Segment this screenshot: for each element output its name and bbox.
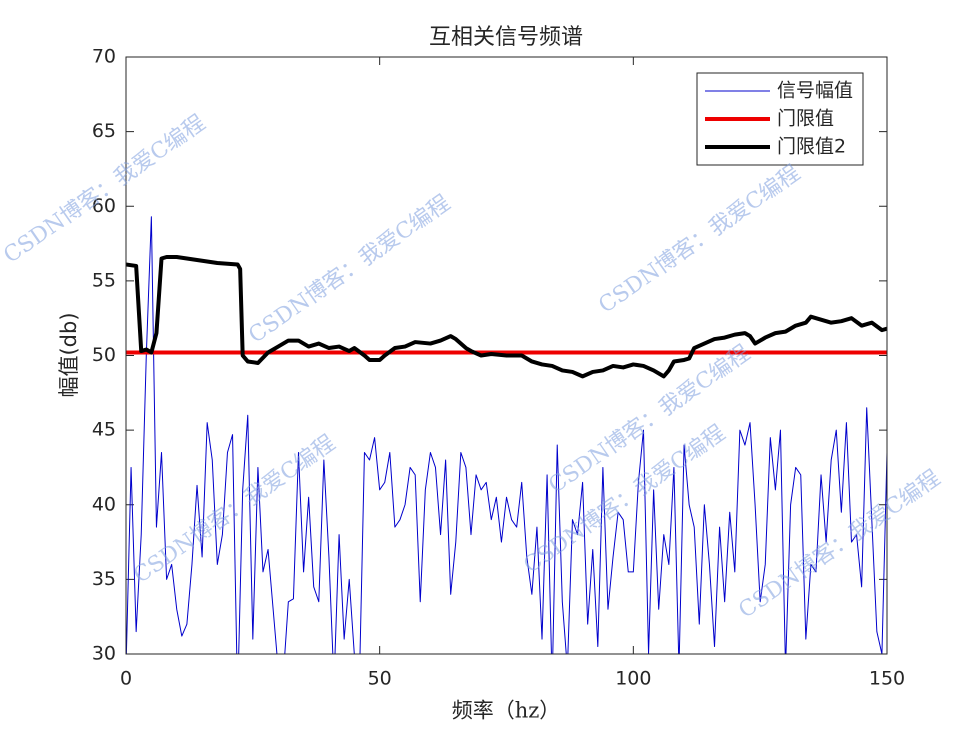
legend-label: 信号幅值 [777,80,853,102]
y-tick-label: 55 [92,269,116,291]
y-axis-label: 幅值(db) [57,312,81,397]
plot-area [126,216,887,654]
axes-box [125,56,888,655]
chart-title: 互相关信号频谱 [429,25,583,50]
x-axis-label: 频率（hz） [452,699,561,723]
x-tick-label: 100 [615,668,651,690]
x-tick-label: 150 [869,668,905,690]
x-tick-label: 50 [368,668,392,690]
y-tick-label: 50 [92,344,116,366]
y-tick-label: 45 [92,419,116,441]
legend-label: 门限值 [777,108,834,130]
series-line [126,255,887,379]
series-line [126,216,887,654]
legend-label: 门限值2 [777,136,846,158]
y-tick-label: 35 [92,568,116,590]
x-tick-label: 0 [120,668,132,690]
y-tick-label: 70 [92,46,116,68]
y-tick-label: 65 [92,120,116,142]
y-tick-label: 40 [92,493,116,515]
y-tick-label: 60 [92,195,116,217]
y-tick-label: 30 [92,643,116,665]
